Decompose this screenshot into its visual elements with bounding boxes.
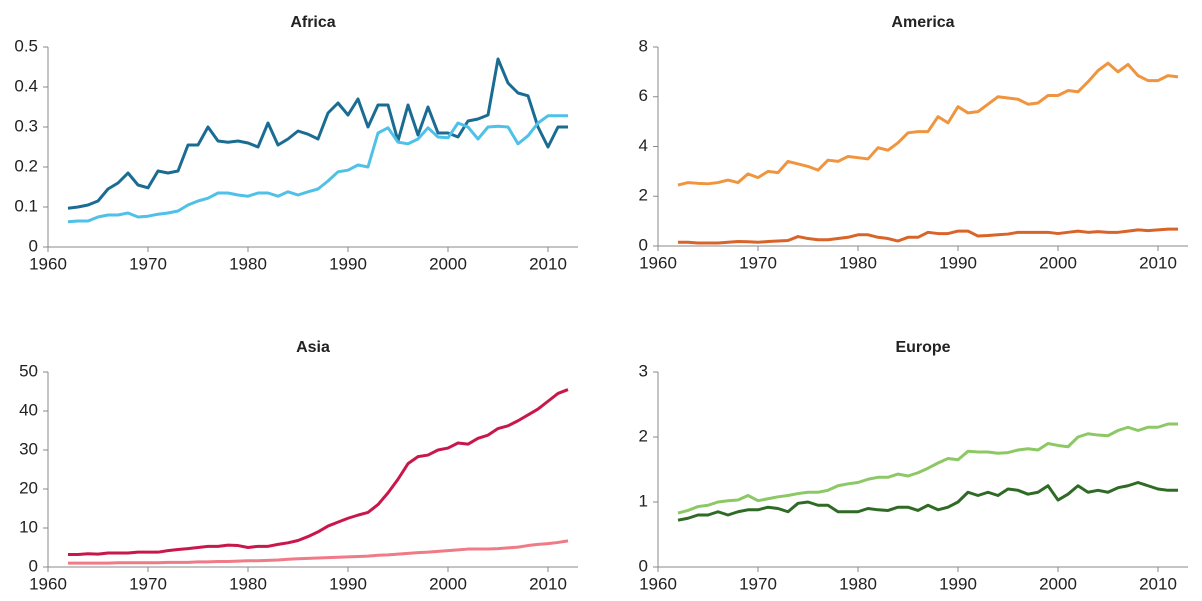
x-tick-label: 2010 [529, 574, 567, 593]
y-tick-label: 3 [639, 361, 648, 380]
x-tick-label: 2000 [1039, 253, 1077, 272]
y-tick-label: 10 [19, 517, 38, 536]
series-line [67, 114, 568, 224]
y-tick-label: 30 [19, 439, 38, 458]
x-tick-label: 1990 [939, 253, 977, 272]
x-tick-label: 1990 [329, 254, 367, 273]
series-line [68, 539, 569, 565]
x-tick-label: 2010 [529, 254, 567, 273]
x-tick-label: 1980 [839, 253, 877, 272]
x-tick-label: 1980 [839, 574, 877, 593]
x-tick-label: 1970 [739, 253, 777, 272]
y-tick-label: 2 [639, 186, 648, 205]
y-tick-label: 4 [639, 136, 648, 155]
series-line [678, 227, 1178, 245]
x-tick-label: 1960 [639, 253, 677, 272]
x-tick-label: 2000 [429, 574, 467, 593]
x-tick-label: 2010 [1139, 253, 1177, 272]
y-tick-label: 2 [639, 426, 648, 445]
x-tick-label: 2000 [1039, 574, 1077, 593]
x-tick-label: 1970 [129, 574, 167, 593]
chart-title: Europe [895, 339, 950, 356]
x-tick-label: 1980 [229, 254, 267, 273]
y-tick-label: 0.3 [14, 116, 38, 135]
y-tick-label: 0 [639, 556, 648, 575]
y-tick-label: 20 [19, 478, 38, 497]
x-tick-label: 1960 [29, 574, 67, 593]
y-tick-label: 0 [639, 235, 648, 254]
x-tick-label: 1960 [29, 254, 67, 273]
y-tick-label: 0.2 [14, 156, 38, 175]
x-tick-label: 1970 [129, 254, 167, 273]
y-tick-label: 8 [639, 36, 648, 55]
y-tick-label: 0 [29, 236, 38, 255]
series-line [68, 388, 569, 557]
x-tick-label: 2000 [429, 254, 467, 273]
y-tick-label: 50 [19, 361, 38, 380]
series-line [677, 61, 1179, 187]
x-tick-label: 2010 [1139, 574, 1177, 593]
y-tick-label: 0.4 [14, 76, 38, 95]
chart-title: America [891, 14, 954, 31]
y-tick-label: 40 [19, 400, 38, 419]
x-tick-label: 1970 [739, 574, 777, 593]
x-tick-label: 1980 [229, 574, 267, 593]
chart-title: Africa [290, 14, 335, 31]
series-line [677, 481, 1178, 522]
y-tick-label: 1 [639, 491, 648, 510]
y-tick-label: 0 [29, 556, 38, 575]
x-tick-label: 1960 [639, 574, 677, 593]
chart-title: Asia [296, 339, 330, 356]
x-tick-label: 1990 [939, 574, 977, 593]
x-tick-label: 1990 [329, 574, 367, 593]
series-line [677, 422, 1178, 515]
y-tick-label: 0.1 [14, 196, 38, 215]
y-tick-label: 0.5 [14, 36, 38, 55]
y-tick-label: 6 [639, 86, 648, 105]
series-line [67, 57, 568, 210]
